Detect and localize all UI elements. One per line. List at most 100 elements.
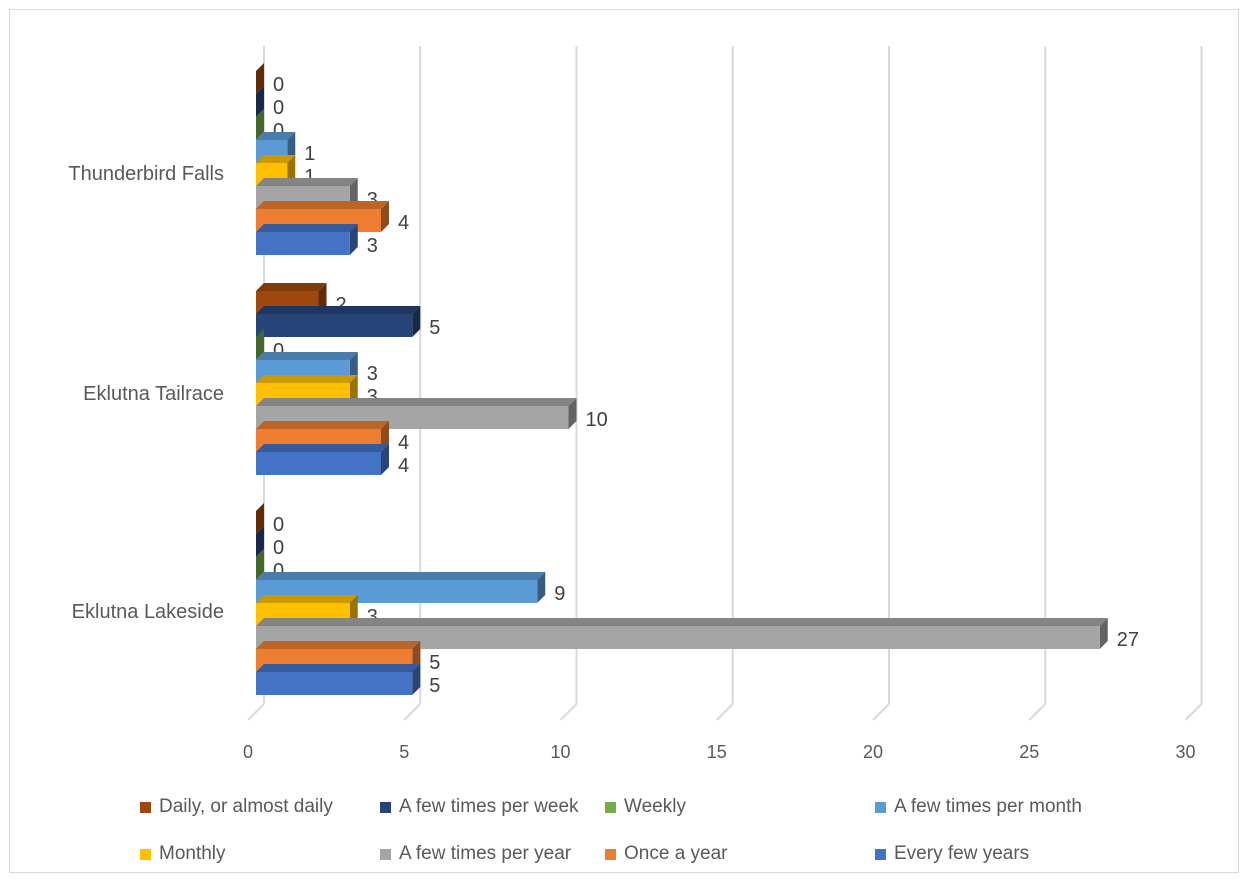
data-label: 2 — [336, 294, 347, 316]
x-tick-label: 0 — [243, 742, 253, 762]
bar-top-face — [256, 155, 296, 163]
gridline-floor — [872, 703, 890, 721]
legend-swatch — [380, 801, 391, 813]
bar — [256, 232, 350, 255]
legend-item: Weekly — [605, 793, 686, 821]
legend-item: A few times per week — [380, 793, 579, 821]
legend-item: Every few years — [875, 840, 1029, 868]
data-label: 9 — [554, 583, 565, 605]
data-label: 3 — [367, 235, 378, 257]
legend-item: Daily, or almost daily — [140, 793, 333, 821]
bar-side-face — [256, 86, 264, 117]
legend: Daily, or almost daily A few times per we… — [140, 788, 1140, 878]
legend-swatch — [875, 801, 886, 813]
legend-label: A few times per year — [399, 843, 572, 864]
bar-side-face — [537, 572, 546, 603]
data-label: 4 — [398, 455, 409, 477]
legend-swatch — [380, 848, 391, 860]
legend-label: Daily, or almost daily — [159, 796, 333, 817]
bar-top-face — [256, 306, 421, 314]
bar-top-face — [256, 283, 327, 291]
bar-top-face — [256, 375, 358, 383]
data-label: 5 — [429, 317, 440, 339]
category-label: Thunderbird Falls — [68, 163, 224, 185]
data-label: 0 — [273, 97, 284, 119]
data-label: 0 — [273, 340, 284, 362]
legend-swatch — [605, 848, 616, 860]
chart-border — [9, 9, 1239, 873]
legend-item: Monthly — [140, 840, 226, 868]
bar-top-face — [256, 352, 358, 360]
bar — [256, 452, 381, 475]
x-tick-label: 25 — [1019, 742, 1039, 762]
data-label: 3 — [367, 606, 378, 628]
data-label: 0 — [273, 514, 284, 536]
bar-side-face — [412, 306, 421, 337]
data-label: 3 — [367, 386, 378, 408]
gridline-floor — [403, 703, 421, 721]
legend-item: A few times per month — [875, 793, 1082, 821]
legend-swatch — [605, 801, 616, 813]
bar-top-face — [256, 201, 389, 209]
bar — [256, 672, 413, 695]
bar — [256, 626, 1100, 649]
data-label: 0 — [273, 120, 284, 142]
legend-label: Once a year — [624, 843, 728, 864]
legend-label: Monthly — [159, 843, 226, 864]
bar-side-face — [349, 224, 358, 255]
bar-top-face — [256, 618, 1108, 626]
legend-label: Every few years — [894, 843, 1030, 864]
bar-side-face — [256, 63, 264, 94]
data-label: 0 — [273, 560, 284, 582]
legend-item: Once a year — [605, 840, 728, 868]
data-label: 0 — [273, 74, 284, 96]
bar-top-face — [256, 641, 421, 649]
x-tick-label: 5 — [399, 742, 409, 762]
gridline-floor — [1028, 703, 1046, 721]
data-label: 10 — [586, 409, 608, 431]
bar-top-face — [256, 664, 421, 672]
bar-side-face — [256, 549, 264, 580]
bar — [256, 314, 413, 337]
bar-top-face — [256, 178, 358, 186]
data-label: 0 — [273, 537, 284, 559]
bar-top-face — [256, 398, 577, 406]
bar-top-face — [256, 224, 358, 232]
gridline-floor — [247, 703, 265, 721]
data-label: 5 — [429, 675, 440, 697]
bar-side-face — [256, 503, 264, 534]
gridline-floor — [1184, 703, 1203, 721]
x-tick-label: 10 — [550, 742, 570, 762]
gridline-floor — [559, 703, 578, 721]
legend-swatch — [140, 848, 151, 860]
bar-side-face — [412, 664, 421, 695]
bar-top-face — [256, 595, 358, 603]
legend-swatch — [140, 801, 151, 813]
data-label: 3 — [367, 189, 378, 211]
x-tick-label: 20 — [863, 742, 883, 762]
bar-side-face — [381, 444, 389, 475]
data-label: 1 — [304, 143, 315, 165]
data-label: 4 — [398, 212, 409, 234]
x-tick-label: 30 — [1175, 742, 1195, 762]
bar-side-face — [568, 398, 577, 429]
bar-top-face — [256, 421, 389, 429]
bar-side-face — [256, 109, 264, 140]
data-label: 4 — [398, 432, 409, 454]
bar-top-face — [256, 444, 389, 452]
data-label: 5 — [429, 652, 440, 674]
x-tick-label: 15 — [707, 742, 727, 762]
bar-side-face — [256, 329, 264, 360]
bar-side-face — [381, 201, 389, 232]
category-label: Eklutna Lakeside — [72, 601, 224, 623]
legend-item: A few times per year — [380, 840, 571, 868]
legend-label: A few times per week — [399, 796, 579, 817]
data-label: 27 — [1117, 629, 1139, 651]
category-label: Eklutna Tailrace — [83, 383, 224, 405]
legend-label: Weekly — [624, 796, 686, 817]
bar-top-face — [256, 132, 296, 140]
legend-swatch — [875, 848, 886, 860]
bar-side-face — [1099, 618, 1108, 649]
gridline-floor — [716, 703, 734, 721]
